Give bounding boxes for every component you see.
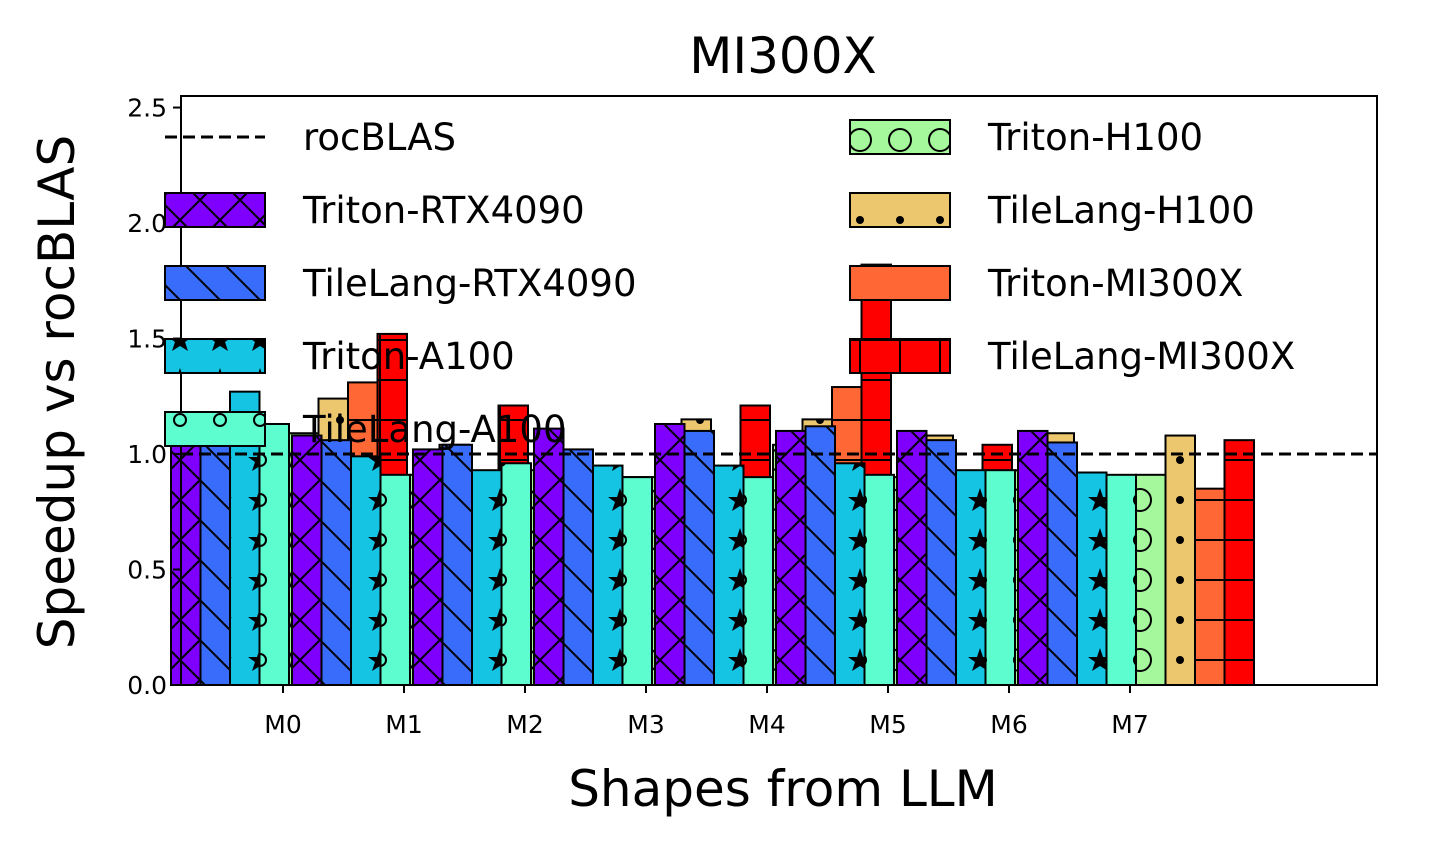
legend-swatch-tilelang-rtx4090 [164, 265, 266, 301]
x-axis: M0 M1 M2 M3 M4 M5 M6 M7 [264, 685, 1149, 739]
legend-swatch-triton-h100 [849, 119, 951, 155]
bar-tilelang-rtx4090-m7 [1046, 441, 1078, 686]
bar-tilelang-a100-m7 [1105, 473, 1137, 686]
x-tick-label: M5 [869, 710, 906, 739]
y-axis-label: Speedup vs rocBLAS [28, 135, 86, 649]
bar-tilelang-a100-m5 [863, 473, 895, 686]
bar-triton-mi300x-m7 [1194, 487, 1226, 686]
bar-triton-a100-m5 [834, 462, 866, 686]
bar-triton-rtx4090-m7 [1017, 429, 1049, 686]
bar-tilelang-mi300x-m7 [1223, 439, 1255, 687]
bar-triton-rtx4090-m6 [896, 429, 928, 686]
bar-tilelang-a100-m2 [500, 462, 532, 686]
y-tick-label: 1.0 [127, 440, 167, 469]
y-tick-label: 0.0 [127, 671, 167, 700]
bar-triton-a100-m7 [1076, 471, 1108, 686]
x-axis-label: Shapes from LLM [568, 760, 998, 818]
legend-label: Triton-RTX4090 [302, 189, 585, 232]
bar-tilelang-a100-m0 [258, 422, 290, 686]
legend-swatch-tilelang-a100 [164, 411, 266, 447]
bar-triton-a100-m1 [350, 455, 382, 686]
bar-triton-rtx4090-m2 [412, 448, 444, 686]
bar-triton-rtx4090-m0 [170, 429, 202, 686]
bar-tilelang-rtx4090-m6 [925, 439, 957, 687]
x-tick-label: M7 [1111, 710, 1148, 739]
bar-tilelang-a100-m1 [379, 473, 411, 686]
legend-label: Triton-H100 [987, 116, 1203, 159]
legend-label: TileLang-A100 [302, 408, 566, 451]
legend-label: Triton-MI300X [987, 262, 1243, 305]
bar-tilelang-h100-m7 [1164, 434, 1196, 686]
bar-triton-rtx4090-m4 [654, 422, 686, 686]
x-tick-label: M0 [264, 710, 301, 739]
legend-swatch-triton-mi300x [849, 265, 951, 301]
legend-label: Triton-A100 [302, 335, 515, 378]
x-tick-label: M6 [990, 710, 1027, 739]
chart-title: MI300X [689, 27, 877, 85]
bar-triton-h100-m7 [1135, 473, 1167, 686]
bar-tilelang-a100-m6 [984, 469, 1016, 686]
bars-group [170, 263, 1255, 687]
bar-tilelang-rtx4090-m2 [441, 443, 473, 686]
legend-swatch-tilelang-h100 [849, 192, 951, 228]
y-tick-label: 1.5 [127, 325, 167, 354]
bar-triton-rtx4090-m5 [775, 429, 807, 686]
legend: rocBLAS Triton-RTX4090 TileLang-RTX4090 Tri… [164, 116, 1295, 451]
y-tick-label: 2.5 [127, 94, 167, 123]
legend-label: TileLang-H100 [987, 189, 1255, 232]
y-tick-label: 2.0 [127, 209, 167, 238]
bar-triton-rtx4090-m1 [291, 434, 323, 686]
bar-tilelang-a100-m4 [742, 476, 774, 686]
legend-swatch-tilelang-mi300x [849, 338, 951, 374]
bar-tilelang-rtx4090-m3 [562, 448, 594, 686]
legend-label: TileLang-MI300X [987, 335, 1295, 378]
bar-triton-a100-m4 [713, 464, 745, 686]
x-tick-label: M4 [748, 710, 785, 739]
bar-tilelang-rtx4090-m0 [199, 436, 231, 686]
legend-swatch-triton-rtx4090 [164, 192, 266, 228]
bar-triton-a100-m3 [592, 464, 624, 686]
legend-label: rocBLAS [303, 116, 456, 159]
plot-frame [180, 95, 1378, 686]
legend-label: TileLang-RTX4090 [302, 262, 637, 305]
x-tick-label: M3 [627, 710, 664, 739]
bar-tilelang-rtx4090-m4 [683, 429, 715, 686]
y-axis: 0.0 0.5 1.0 1.5 2.0 2.5 [127, 94, 181, 700]
bar-tilelang-rtx4090-m5 [804, 425, 836, 686]
x-tick-label: M1 [385, 710, 422, 739]
bar-triton-a100-m2 [471, 469, 503, 686]
x-tick-label: M2 [506, 710, 543, 739]
bar-tilelang-rtx4090-m1 [320, 439, 352, 687]
bar-triton-a100-m6 [955, 469, 987, 686]
bar-tilelang-a100-m3 [621, 476, 653, 686]
y-tick-label: 0.5 [127, 556, 167, 585]
legend-swatch-triton-a100 [164, 338, 266, 374]
bar-triton-rtx4090-m3 [533, 427, 565, 686]
